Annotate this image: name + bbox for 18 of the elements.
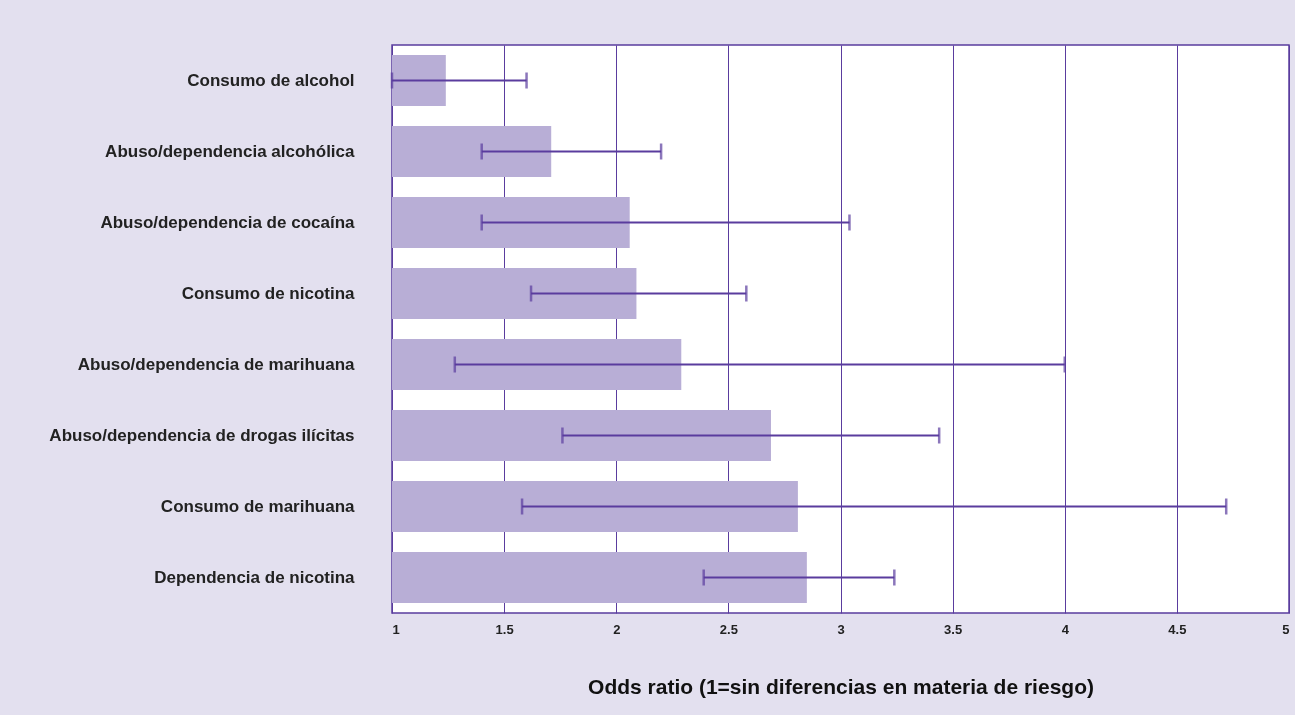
- x-tick-label: 5: [1282, 621, 1290, 637]
- x-tick-label: 3: [837, 621, 845, 637]
- y-tick-label: Abuso/dependencia de cocaína: [100, 212, 356, 232]
- x-tick-label: 1: [392, 621, 400, 637]
- y-tick-label: Abuso/dependencia alcohólica: [105, 141, 356, 161]
- x-tick-label: 2: [613, 621, 621, 637]
- y-tick-label: Dependencia de nicotina: [154, 567, 356, 587]
- y-tick-label: Abuso/dependencia de marihuana: [77, 354, 356, 374]
- x-tick-label: 1.5: [495, 621, 514, 637]
- x-tick-label: 4.5: [1168, 621, 1187, 637]
- y-tick-label: Consumo de marihuana: [160, 496, 356, 516]
- x-tick-label: 2.5: [719, 621, 738, 637]
- x-axis-title: Odds ratio (1=sin diferencias en materia de riesgo): [588, 674, 1094, 698]
- x-tick-label: 3.5: [944, 621, 963, 637]
- y-tick-label: Consumo de alcohol: [187, 70, 355, 90]
- y-tick-label: Abuso/dependencia de drogas ilícitas: [49, 425, 355, 445]
- x-tick-label: 4: [1061, 621, 1070, 637]
- y-tick-label: Consumo de nicotina: [181, 283, 356, 303]
